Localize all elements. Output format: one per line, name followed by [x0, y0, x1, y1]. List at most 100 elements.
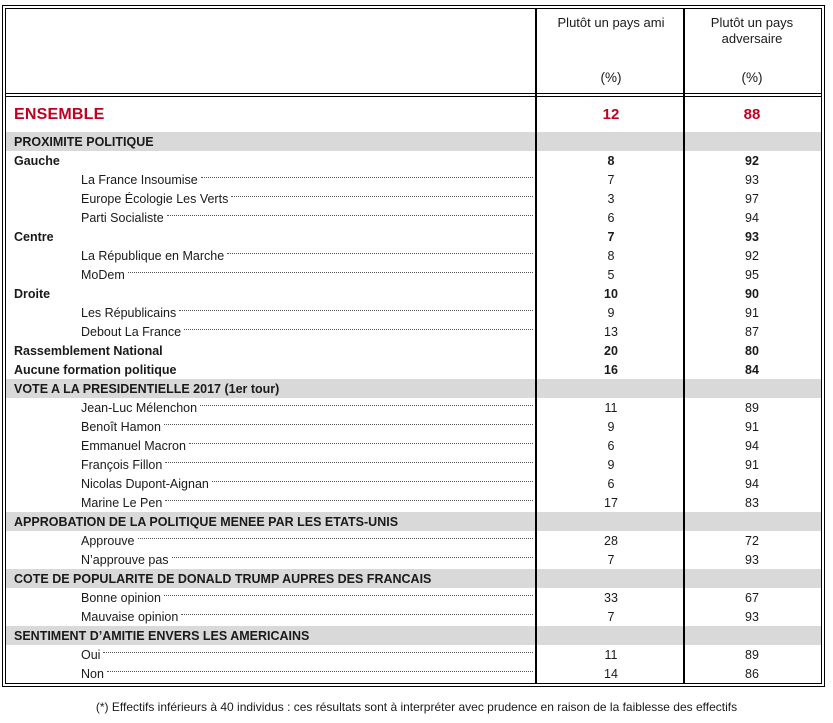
- row-label-cell: Gauche: [6, 154, 539, 168]
- dotted-leader: [165, 462, 533, 463]
- value-ami: 11: [604, 647, 618, 662]
- dotted-leader: [163, 595, 533, 596]
- value-ami: 7: [607, 609, 615, 624]
- value-adversaire: 97: [745, 191, 759, 206]
- row-label: François Fillon: [81, 457, 163, 472]
- row-label-cell: Parti Socialiste: [6, 211, 539, 225]
- value-ami: 16: [604, 362, 618, 377]
- row-label-cell: Nicolas Dupont-Aignan: [6, 477, 539, 491]
- dotted-leader: [188, 443, 533, 444]
- row-label-cell: Centre: [6, 230, 539, 244]
- value-adversaire: 80: [745, 343, 759, 358]
- row-label-cell: Emmanuel Macron: [6, 439, 539, 453]
- dotted-leader: [211, 481, 533, 482]
- value-adversaire: 93: [745, 172, 759, 187]
- row-label: Nicolas Dupont-Aignan: [81, 476, 209, 491]
- row-label-cell: Droite: [6, 287, 539, 301]
- section-header-row: PROXIMITE POLITIQUE: [6, 132, 821, 151]
- section-header-row: SENTIMENT D’AMITIE ENVERS LES AMERICAINS: [6, 626, 821, 645]
- row-label: Gauche: [14, 153, 60, 168]
- section-title: APPROBATION DE LA POLITIQUE MENEE PAR LE…: [14, 514, 399, 529]
- row-label-cell: François Fillon: [6, 458, 539, 472]
- row-label: Rassemblement National: [14, 343, 163, 358]
- value-adversaire: 84: [745, 362, 759, 377]
- row-label-cell: Les Républicains: [6, 306, 539, 320]
- row-label-cell: La République en Marche: [6, 249, 539, 263]
- table-row: La République en Marche 8 92: [6, 246, 821, 265]
- table-row: Parti Socialiste 6 94: [6, 208, 821, 227]
- section-header-row: COTE DE POPULARITE DE DONALD TRUMP AUPRE…: [6, 569, 821, 588]
- table-row: Debout La France 13 87: [6, 322, 821, 341]
- section-title: COTE DE POPULARITE DE DONALD TRUMP AUPRE…: [14, 571, 432, 586]
- table-row: Aucune formation politique 16 84: [6, 360, 821, 379]
- dotted-leader: [127, 272, 533, 273]
- row-label-cell: N’approuve pas: [6, 553, 539, 567]
- table-row: Gauche 8 92: [6, 151, 821, 170]
- row-label-cell: Jean-Luc Mélenchon: [6, 401, 539, 415]
- table-row: Jean-Luc Mélenchon 11 89: [6, 398, 821, 417]
- value-adversaire: 91: [745, 419, 759, 434]
- value-ami: 11: [604, 400, 618, 415]
- value-adversaire: 89: [745, 647, 759, 662]
- results-table: Plutôt un pays ami (%) Plutôt un pays ad…: [2, 5, 825, 687]
- row-label-cell: Marine Le Pen: [6, 496, 539, 510]
- section-header-row: APPROBATION DE LA POLITIQUE MENEE PAR LE…: [6, 512, 821, 531]
- value-adversaire: 91: [745, 305, 759, 320]
- table-body-rows: ENSEMBLE 12 88 PROXIMITE POLITIQUE Gauche…: [6, 97, 821, 683]
- row-label: Bonne opinion: [81, 590, 161, 605]
- value-ami: 12: [602, 106, 620, 123]
- value-ami: 33: [604, 590, 618, 605]
- value-adversaire: 93: [745, 609, 759, 624]
- row-label: Emmanuel Macron: [81, 438, 186, 453]
- dotted-leader: [137, 538, 533, 539]
- section-title: PROXIMITE POLITIQUE: [14, 134, 154, 149]
- value-ami: 28: [604, 533, 618, 548]
- row-label-cell: Oui: [6, 648, 539, 662]
- column-title: Plutôt un pays adversaire: [710, 15, 794, 46]
- table-row: La France Insoumise 7 93: [6, 170, 821, 189]
- value-ami: 6: [607, 438, 615, 453]
- row-label: Mauvaise opinion: [81, 609, 179, 624]
- row-label: Aucune formation politique: [14, 362, 177, 377]
- table-row: N’approuve pas 7 93: [6, 550, 821, 569]
- value-ami: 7: [607, 229, 615, 244]
- column-header-ami: Plutôt un pays ami (%): [539, 9, 683, 93]
- section-title: SENTIMENT D’AMITIE ENVERS LES AMERICAINS: [14, 628, 310, 643]
- row-label-cell: Rassemblement National: [6, 344, 539, 358]
- row-label: Benoît Hamon: [81, 419, 161, 434]
- row-label: Oui: [81, 647, 101, 662]
- value-adversaire: 94: [745, 476, 759, 491]
- row-label: ENSEMBLE: [14, 105, 105, 123]
- value-adversaire: 88: [743, 106, 761, 123]
- value-adversaire: 86: [745, 666, 759, 681]
- table-header-row: Plutôt un pays ami (%) Plutôt un pays ad…: [6, 9, 821, 94]
- value-ami: 7: [607, 552, 615, 567]
- header-body-divider: [6, 94, 821, 97]
- value-ami: 6: [607, 476, 615, 491]
- value-adversaire: 72: [745, 533, 759, 548]
- column-header-adversaire: Plutôt un pays adversaire (%): [683, 9, 821, 93]
- row-label-cell: La France Insoumise: [6, 173, 539, 187]
- table-row: MoDem 5 95: [6, 265, 821, 284]
- table-row: Non 14 86: [6, 664, 821, 683]
- table-row: Droite 10 90: [6, 284, 821, 303]
- table-row: Nicolas Dupont-Aignan 6 94: [6, 474, 821, 493]
- value-ami: 6: [607, 210, 615, 225]
- value-ami: 3: [607, 191, 615, 206]
- section-title: VOTE A LA PRESIDENTIELLE 2017 (1er tour): [14, 381, 280, 396]
- value-adversaire: 94: [745, 210, 759, 225]
- row-label-cell: Mauvaise opinion: [6, 610, 539, 624]
- row-label: La France Insoumise: [81, 172, 198, 187]
- value-adversaire: 83: [745, 495, 759, 510]
- row-label: La République en Marche: [81, 248, 225, 263]
- value-adversaire: 93: [745, 229, 759, 244]
- dotted-leader: [163, 424, 533, 425]
- row-label-cell: Bonne opinion: [6, 591, 539, 605]
- row-label: MoDem: [81, 267, 125, 282]
- value-adversaire: 90: [745, 286, 759, 301]
- dotted-leader: [166, 215, 533, 216]
- dotted-leader: [165, 500, 533, 501]
- header-label-cell: [6, 9, 539, 93]
- value-adversaire: 91: [745, 457, 759, 472]
